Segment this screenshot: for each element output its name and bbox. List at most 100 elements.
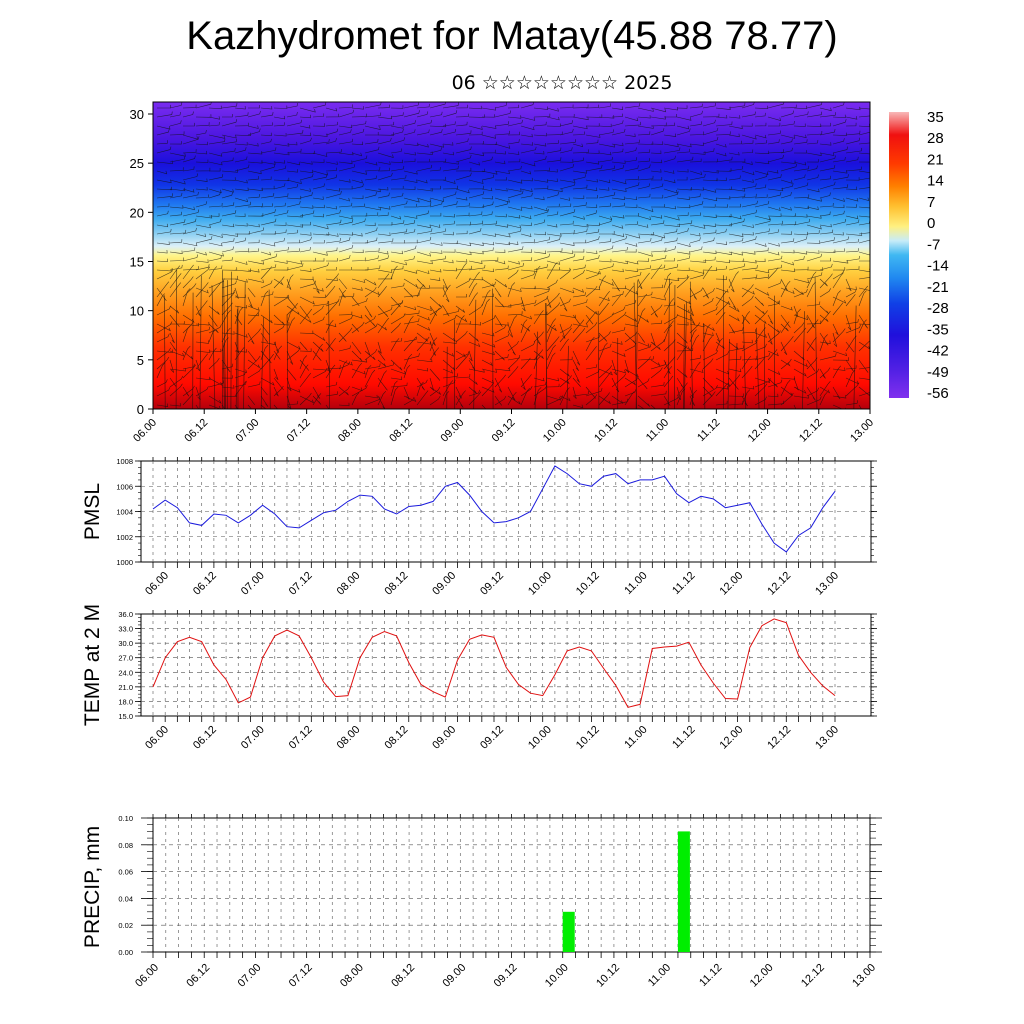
- wind-barb: [481, 298, 490, 316]
- wind-barb: [624, 182, 640, 190]
- colorbar-label: -7: [927, 236, 940, 253]
- wind-barb: [364, 222, 376, 227]
- wind-barb: [663, 298, 675, 316]
- wind-barb: [637, 237, 652, 244]
- wind-streak: [268, 289, 271, 409]
- wind-barb: [793, 218, 811, 226]
- wind-barb: [650, 237, 663, 244]
- wind-barb: [403, 129, 416, 136]
- wind-barb: [546, 224, 558, 228]
- wind-barb: [208, 213, 220, 217]
- wind-barb: [351, 128, 365, 136]
- wind-barb: [650, 305, 658, 318]
- wind-barb: [715, 351, 730, 361]
- wind-barb: [637, 278, 643, 290]
- y-tick-label: 0: [137, 402, 144, 417]
- wind-barb: [845, 215, 859, 220]
- wind-barb: [754, 194, 768, 199]
- wind-barb: [546, 267, 560, 271]
- wind-barb: [845, 156, 859, 163]
- wind-barb: [780, 280, 791, 298]
- wind-barb: [169, 187, 186, 192]
- wind-barb: [364, 255, 379, 262]
- wind-barb: [247, 355, 261, 370]
- wind-barb: [338, 237, 351, 244]
- wind-barb: [221, 375, 233, 379]
- wind-barb: [429, 158, 447, 163]
- wind-barb: [728, 237, 744, 244]
- wind-barb: [689, 193, 701, 199]
- wind-barb: [260, 209, 276, 217]
- wind-barb: [637, 164, 651, 172]
- wind-barb: [624, 249, 637, 253]
- wind-barb: [533, 113, 551, 118]
- wind-barb: [481, 332, 495, 337]
- wind-barb: [338, 129, 352, 136]
- wind-barb: [312, 224, 329, 230]
- wind-barb: [741, 224, 754, 228]
- wind-barb: [585, 150, 600, 154]
- wind-barb: [598, 143, 615, 148]
- wind-barb: [286, 317, 296, 334]
- wind-barb: [299, 161, 313, 165]
- wind-barb: [351, 179, 363, 184]
- wind-barb: [598, 365, 613, 379]
- wind-barb: [338, 109, 355, 118]
- wind-barb: [273, 324, 285, 334]
- wind-barb: [806, 215, 822, 219]
- wind-barb: [624, 271, 642, 280]
- wind-barb: [650, 296, 666, 301]
- wind-barb: [663, 237, 678, 244]
- wind-barb: [741, 329, 756, 334]
- wind-barb: [429, 143, 445, 148]
- wind-barb: [676, 255, 691, 262]
- wind-barb: [195, 287, 209, 294]
- wind-barb: [377, 186, 389, 191]
- wind-barb: [468, 271, 480, 289]
- wind-barb: [611, 285, 626, 289]
- wind-barb: [429, 167, 441, 172]
- wind-barb: [260, 218, 277, 226]
- wind-barb: [156, 356, 170, 370]
- wind-barb: [429, 147, 442, 154]
- wind-barb: [312, 123, 326, 127]
- wind-barb: [650, 255, 667, 262]
- wind-barb: [689, 246, 703, 253]
- wind-barb: [234, 147, 247, 154]
- wind-barb: [377, 269, 393, 273]
- wind-barb: [312, 305, 324, 316]
- wind-barb: [169, 273, 182, 289]
- wind-barb: [806, 387, 819, 397]
- wind-barb: [390, 265, 398, 280]
- wind-barb: [572, 328, 586, 343]
- wind-barb: [767, 280, 782, 289]
- wind-barb: [689, 334, 700, 352]
- wind-barb: [767, 350, 779, 357]
- wind-barb: [286, 141, 298, 146]
- wind-barb: [637, 215, 652, 221]
- wind-barb: [585, 178, 598, 183]
- wind-barb: [286, 130, 304, 136]
- wind-barb: [533, 250, 547, 254]
- wind-barb: [507, 287, 522, 292]
- wind-barb: [702, 136, 719, 145]
- y-tick-label: 25: [130, 156, 144, 171]
- wind-barb: [429, 304, 443, 316]
- wind-barb: [793, 350, 805, 361]
- wind-barb: [429, 224, 441, 228]
- wind-barb: [429, 200, 443, 208]
- wind-barb: [481, 359, 493, 366]
- wind-barb: [364, 350, 376, 361]
- wind-barb: [416, 236, 432, 244]
- wind-barb: [520, 374, 532, 388]
- colorbar-label: 21: [927, 151, 944, 168]
- wind-barb: [390, 322, 401, 334]
- wind-barb: [806, 206, 819, 210]
- wind-barb: [325, 364, 336, 379]
- wind-barb: [520, 314, 532, 320]
- wind-barb: [468, 152, 484, 157]
- wind-barb: [767, 330, 781, 343]
- wind-barb: [507, 311, 523, 316]
- wind-barb: [208, 329, 216, 343]
- wind-barb: [546, 262, 558, 280]
